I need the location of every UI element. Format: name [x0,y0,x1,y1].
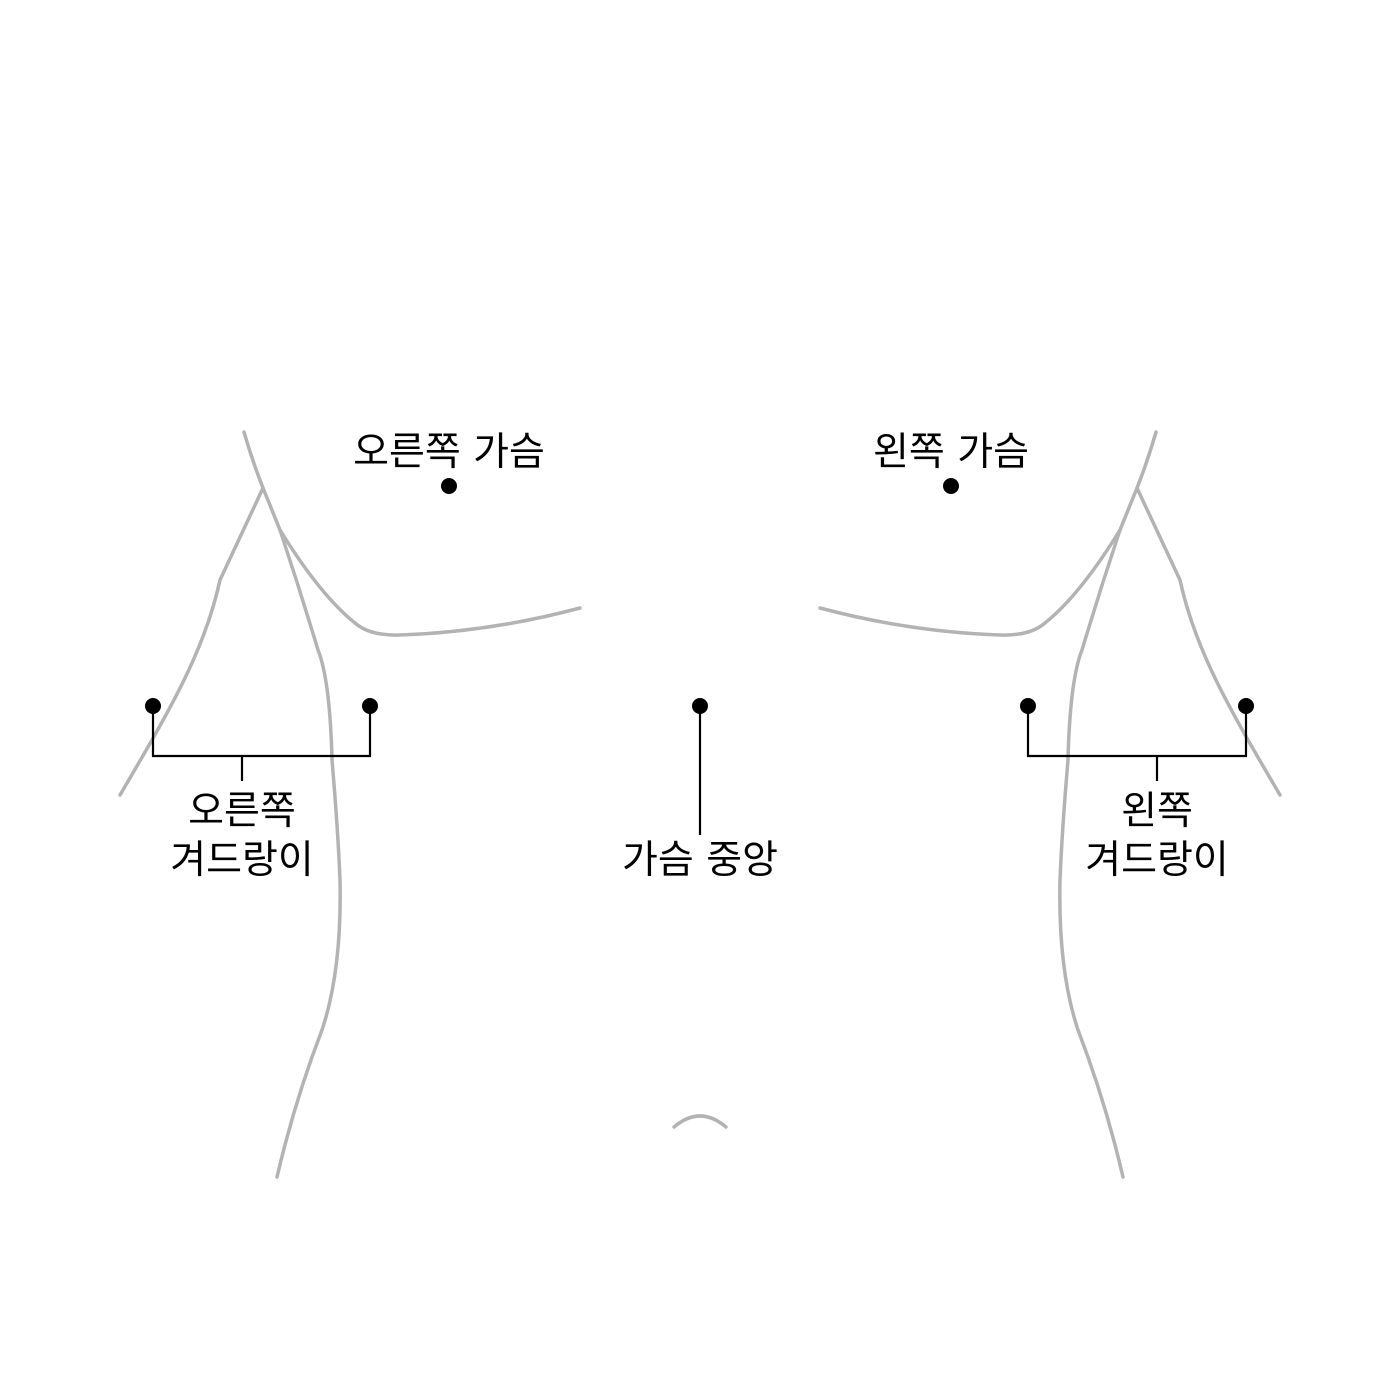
right-chest-dot [441,478,457,494]
left-armpit-marker: 왼쪽 겨드랑이 [1020,698,1254,883]
right-arm-outer-outline [118,486,265,797]
left-armpit-label-line1: 왼쪽 [1121,789,1193,834]
right-armpit-bracket [151,706,372,781]
left-armpit-bracket [1026,706,1248,781]
right-armpit-marker: 오른쪽 겨드랑이 [145,698,378,883]
right-armpit-label-line2: 겨드랑이 [170,838,314,883]
left-chest-contour [818,528,1122,637]
right-chest-marker: 오른쪽 가슴 [353,430,545,494]
right-armpit-label-line1: 오른쪽 [188,789,296,834]
left-chest-marker: 왼쪽 가슴 [873,430,1029,494]
right-arm-inner-outline [242,430,342,1179]
left-chest-label: 왼쪽 가슴 [873,430,1029,475]
right-chest-contour [278,528,582,637]
navel-outline [672,1114,728,1129]
right-chest-label: 오른쪽 가슴 [353,430,545,475]
left-arm-outer-outline [1135,486,1282,797]
center-chest-label: 가슴 중앙 [622,838,778,883]
center-chest-marker: 가슴 중앙 [622,698,778,883]
left-arm-inner-outline [1058,430,1158,1179]
torso-outline [118,430,1282,1179]
left-armpit-label-line2: 겨드랑이 [1085,838,1229,883]
left-chest-dot [943,478,959,494]
